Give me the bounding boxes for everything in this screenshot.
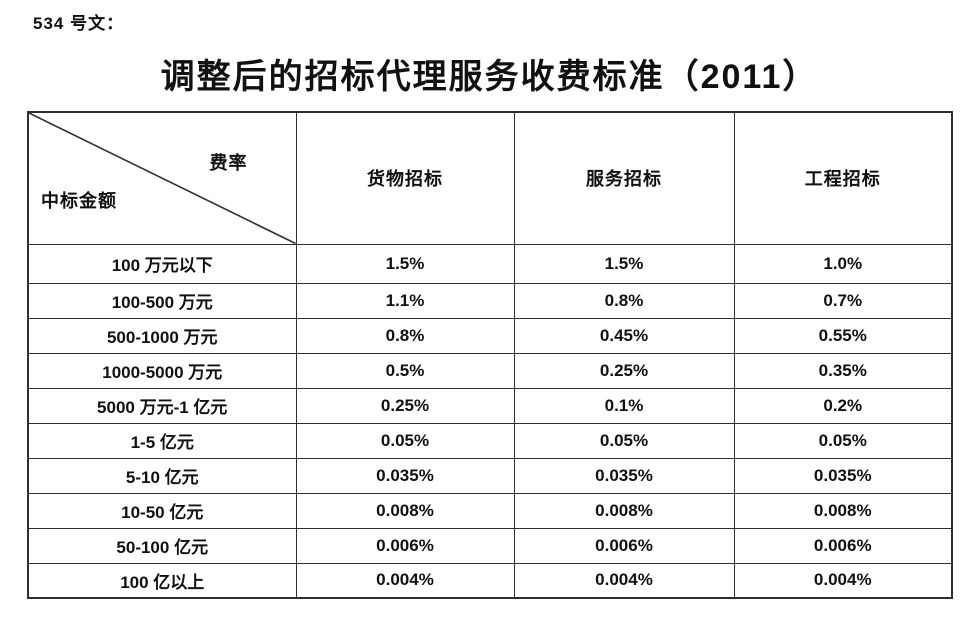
rate-cell: 1.5% [513,243,735,284]
rate-cell: 1.5% [295,243,515,284]
table-row: 1-5 亿元 0.05% 0.05% 0.05% [27,422,953,459]
doc-number-label: 534 号文： [33,14,125,33]
col-header-service: 服务招标 [513,111,735,245]
rate-cell: 0.25% [513,352,735,389]
table-row: 100 亿以上 0.004% 0.004% 0.004% [27,562,953,599]
rate-cell: 0.008% [733,492,953,529]
rate-cell: 1.1% [295,282,515,319]
page-title: 调整后的招标代理服务收费标准（2011） [160,58,819,96]
rate-cell: 0.05% [295,422,515,459]
diagonal-divider-line [29,113,296,244]
rate-cell: 0.35% [733,352,953,389]
row-label: 1-5 亿元 [27,422,297,459]
table-row: 50-100 亿元 0.006% 0.006% 0.006% [27,527,953,564]
table-row: 500-1000 万元 0.8% 0.45% 0.55% [27,317,953,354]
rate-cell: 0.004% [733,562,953,599]
table-row: 10-50 亿元 0.008% 0.008% 0.008% [27,492,953,529]
table-row: 100 万元以下 1.5% 1.5% 1.0% [27,243,953,284]
rate-cell: 0.55% [733,317,953,354]
rate-cell: 0.5% [295,352,515,389]
rate-cell: 0.035% [295,457,515,494]
rate-cell: 0.006% [513,527,735,564]
rate-cell: 1.0% [733,243,953,284]
rate-cell: 0.7% [733,282,953,319]
rate-cell: 0.004% [513,562,735,599]
rate-cell: 0.2% [733,387,953,424]
corner-label-amount: 中标金额 [41,191,117,211]
col-header-engineering: 工程招标 [733,111,953,245]
row-label: 1000-5000 万元 [27,352,297,389]
row-label: 500-1000 万元 [27,317,297,354]
rate-cell: 0.05% [733,422,953,459]
row-label: 100 亿以上 [27,562,297,599]
row-label: 5-10 亿元 [27,457,297,494]
rate-cell: 0.8% [295,317,515,354]
row-label: 5000 万元-1 亿元 [27,387,297,424]
rate-cell: 0.035% [513,457,735,494]
fee-rate-table: 费率 中标金额 货物招标 服务招标 工程招标 100 万元以下 1.5% 1.5… [27,111,953,599]
rate-cell: 0.45% [513,317,735,354]
rate-cell: 0.004% [295,562,515,599]
diagonal-corner-cell: 费率 中标金额 [27,111,297,245]
rate-cell: 0.035% [733,457,953,494]
row-label: 100-500 万元 [27,282,297,319]
row-label: 10-50 亿元 [27,492,297,529]
rate-cell: 0.8% [513,282,735,319]
table-row: 1000-5000 万元 0.5% 0.25% 0.35% [27,352,953,389]
rate-cell: 0.008% [513,492,735,529]
table-row: 100-500 万元 1.1% 0.8% 0.7% [27,282,953,319]
rate-cell: 0.05% [513,422,735,459]
rate-cell: 0.006% [733,527,953,564]
rate-cell: 0.006% [295,527,515,564]
col-header-goods: 货物招标 [295,111,515,245]
table-row: 5000 万元-1 亿元 0.25% 0.1% 0.2% [27,387,953,424]
table-row: 5-10 亿元 0.035% 0.035% 0.035% [27,457,953,494]
table-header-row: 费率 中标金额 货物招标 服务招标 工程招标 [27,111,953,245]
rate-cell: 0.25% [295,387,515,424]
row-label: 100 万元以下 [27,243,297,284]
corner-label-rate: 费率 [209,153,248,173]
row-label: 50-100 亿元 [27,527,297,564]
rate-cell: 0.1% [513,387,735,424]
rate-cell: 0.008% [295,492,515,529]
